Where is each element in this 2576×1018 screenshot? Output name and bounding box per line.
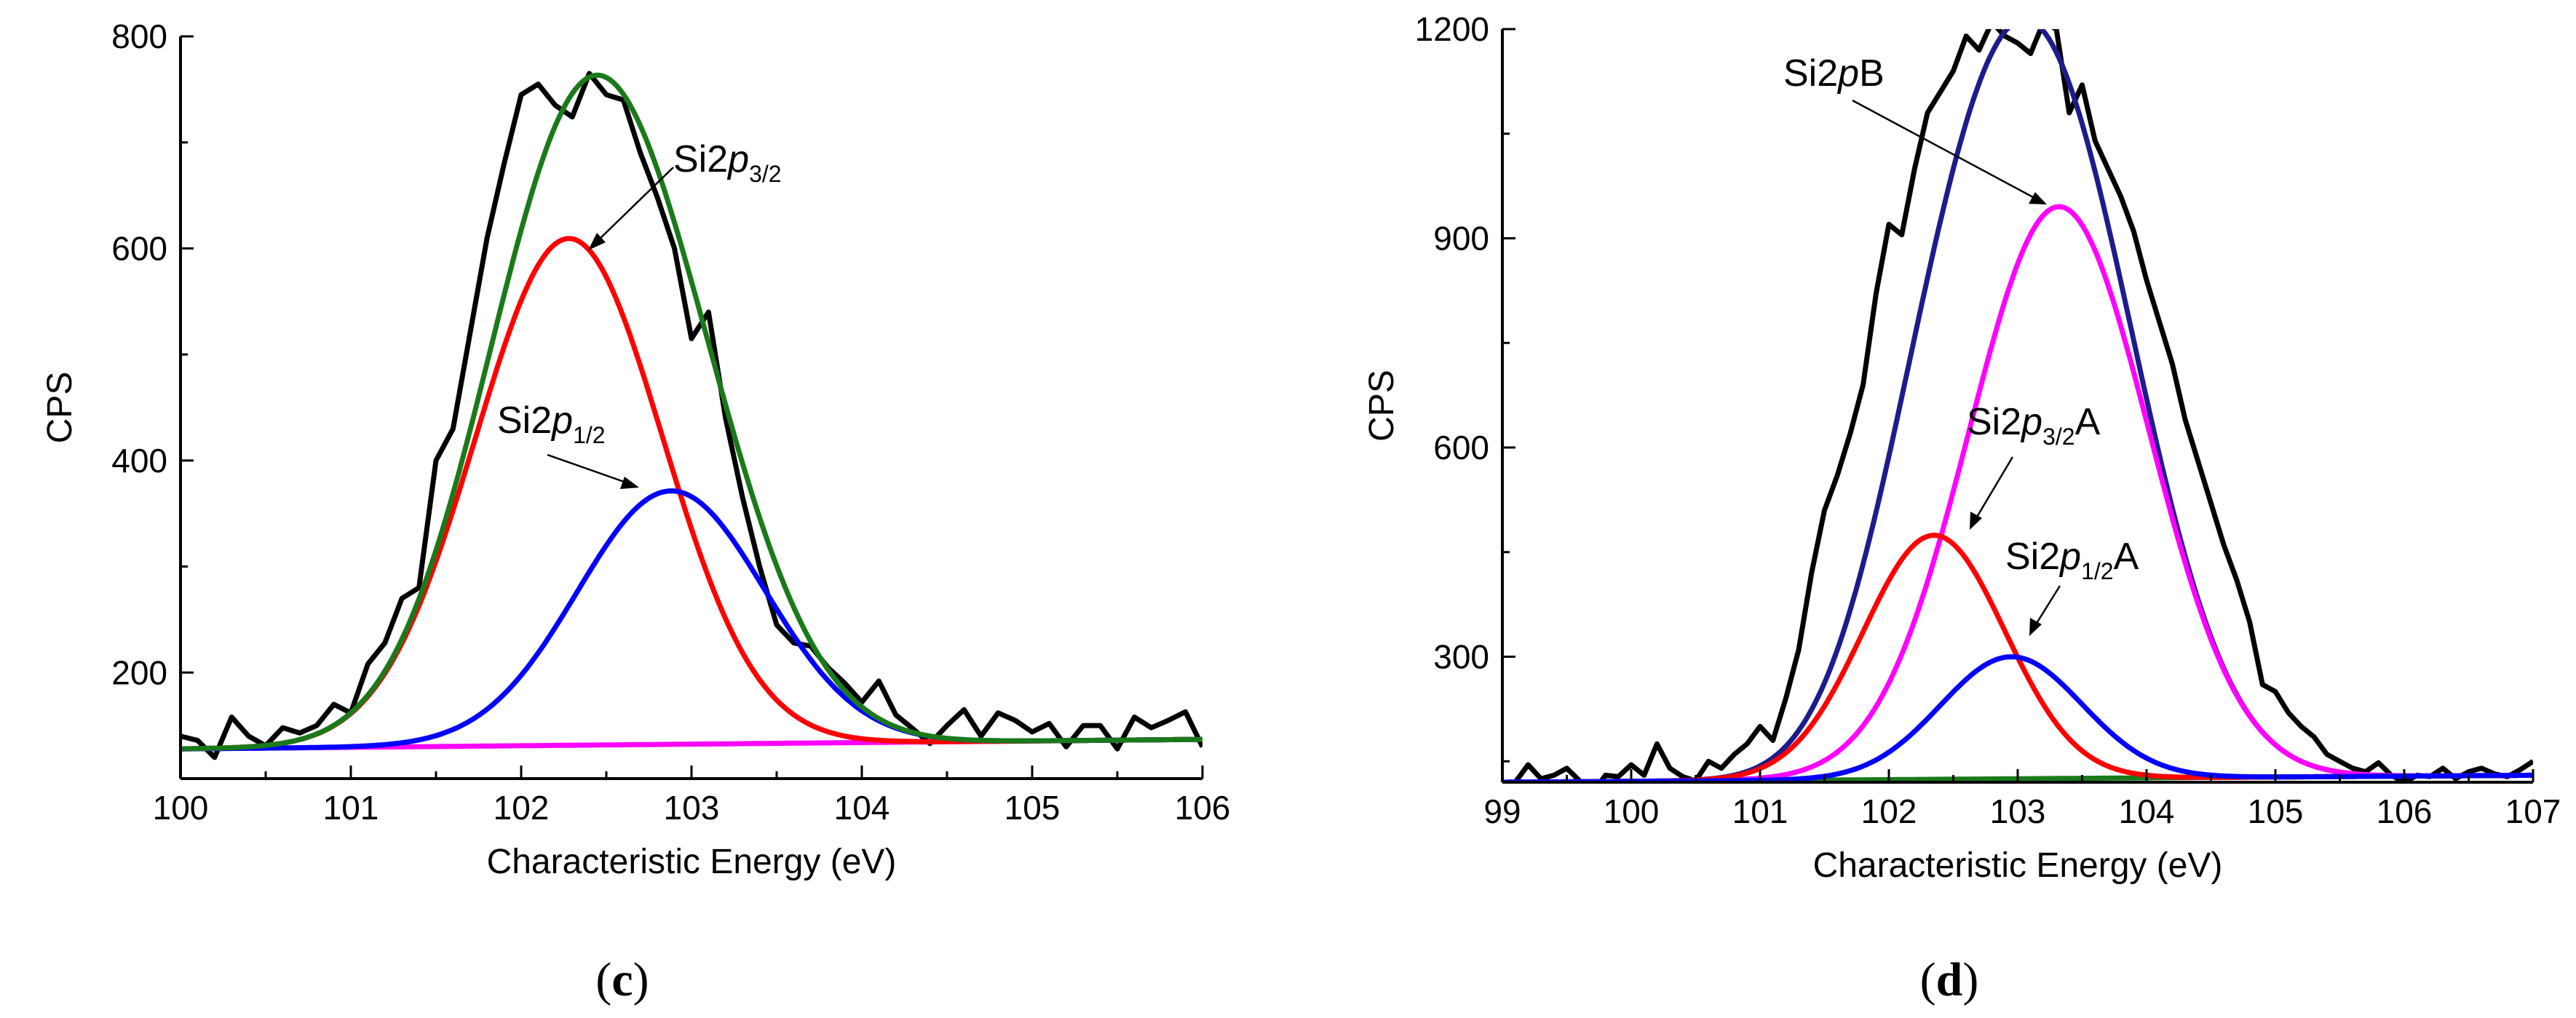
panel-d-annotation-si2p32a: Si2p3/2A [1967, 401, 2101, 530]
panel-c-series [181, 71, 1202, 760]
y-tick-label: 600 [1433, 429, 1489, 466]
annotation-arrow [1975, 456, 2014, 519]
arrow-head-icon [1970, 512, 1982, 530]
x-tick-label: 104 [2119, 792, 2175, 830]
y-tick-label: 400 [111, 442, 167, 480]
x-tick-label: 101 [323, 789, 379, 827]
arrow-head-icon [2029, 618, 2042, 636]
annotation-text: Si2pB [1783, 52, 1885, 95]
panel-c-label: (c) [595, 953, 649, 1006]
series-si2pb [1502, 204, 2533, 782]
x-tick-label: 100 [153, 789, 209, 827]
panel-c: 100 101 102 103 104 105 106 200 400 600 800 Charact… [41, 17, 1230, 1006]
x-tick-label: 103 [1990, 792, 2046, 830]
x-axis-title: Characteristic Energy (eV) [487, 843, 897, 881]
x-tick-label: 102 [494, 789, 550, 827]
y-tick-label: 300 [1433, 638, 1489, 676]
annotation-text: Si2p3/2A [1967, 401, 2101, 450]
arrow-head-icon [620, 477, 639, 489]
annotation-arrow [547, 453, 627, 484]
annotation-text: Si2p3/2 [673, 138, 782, 187]
arrow-head-icon [588, 233, 606, 250]
x-tick-label: 102 [1861, 792, 1917, 830]
annotation-arrow [2034, 585, 2061, 625]
annotation-arrow [598, 167, 674, 241]
x-axis-title: Characteristic Energy (eV) [1813, 846, 2223, 885]
y-axis-title: CPS [1363, 370, 1401, 442]
series-raw-data [1505, 29, 2533, 782]
x-tick-label: 106 [2377, 792, 2433, 830]
x-tick-label: 105 [2248, 792, 2304, 830]
x-tick-label: 105 [1004, 789, 1061, 827]
panel-c-axes: 100 101 102 103 104 105 106 200 400 600 800 Charact… [41, 17, 1230, 881]
series-envelope [181, 72, 1202, 752]
y-tick-label: 800 [111, 17, 167, 55]
x-tick-label: 107 [2505, 792, 2561, 830]
panel-d-label: (d) [1920, 953, 1979, 1006]
y-tick-label: 900 [1433, 220, 1489, 258]
y-tick-label: 1200 [1415, 10, 1489, 48]
panel-d-annotation-si2pb: Si2pB [1783, 52, 2047, 204]
annotation-text: Si2p1/2 [497, 399, 606, 448]
panel-d-axes: 99 100 101 102 103 104 105 106 107 300 600 900 1200 C… [1363, 10, 2561, 885]
x-tick-label: 106 [1175, 789, 1231, 827]
x-tick-label: 100 [1604, 792, 1660, 830]
series-si2p3-2 [181, 236, 1202, 752]
annotation-arrow [1852, 99, 2035, 199]
panel-d: 99 100 101 102 103 104 105 106 107 300 600 900 1200 C… [1363, 10, 2561, 1006]
x-tick-label: 103 [664, 789, 720, 827]
x-tick-label: 99 [1483, 792, 1521, 830]
panel-d-annotation-si2p12a: Si2p1/2A [2005, 536, 2139, 636]
panel-c-plot-area [181, 71, 1202, 760]
y-tick-label: 200 [111, 653, 167, 691]
arrow-head-icon [2029, 192, 2047, 204]
y-tick-label: 600 [111, 229, 167, 267]
y-axis-title: CPS [41, 372, 79, 444]
panel-c-annotation-si2p12: Si2p1/2 [497, 399, 639, 489]
panel-c-annotation-si2p32: Si2p3/2 [588, 138, 782, 250]
x-tick-label: 104 [834, 789, 890, 827]
x-tick-label: 101 [1732, 792, 1788, 830]
annotation-text: Si2p1/2A [2005, 536, 2139, 584]
